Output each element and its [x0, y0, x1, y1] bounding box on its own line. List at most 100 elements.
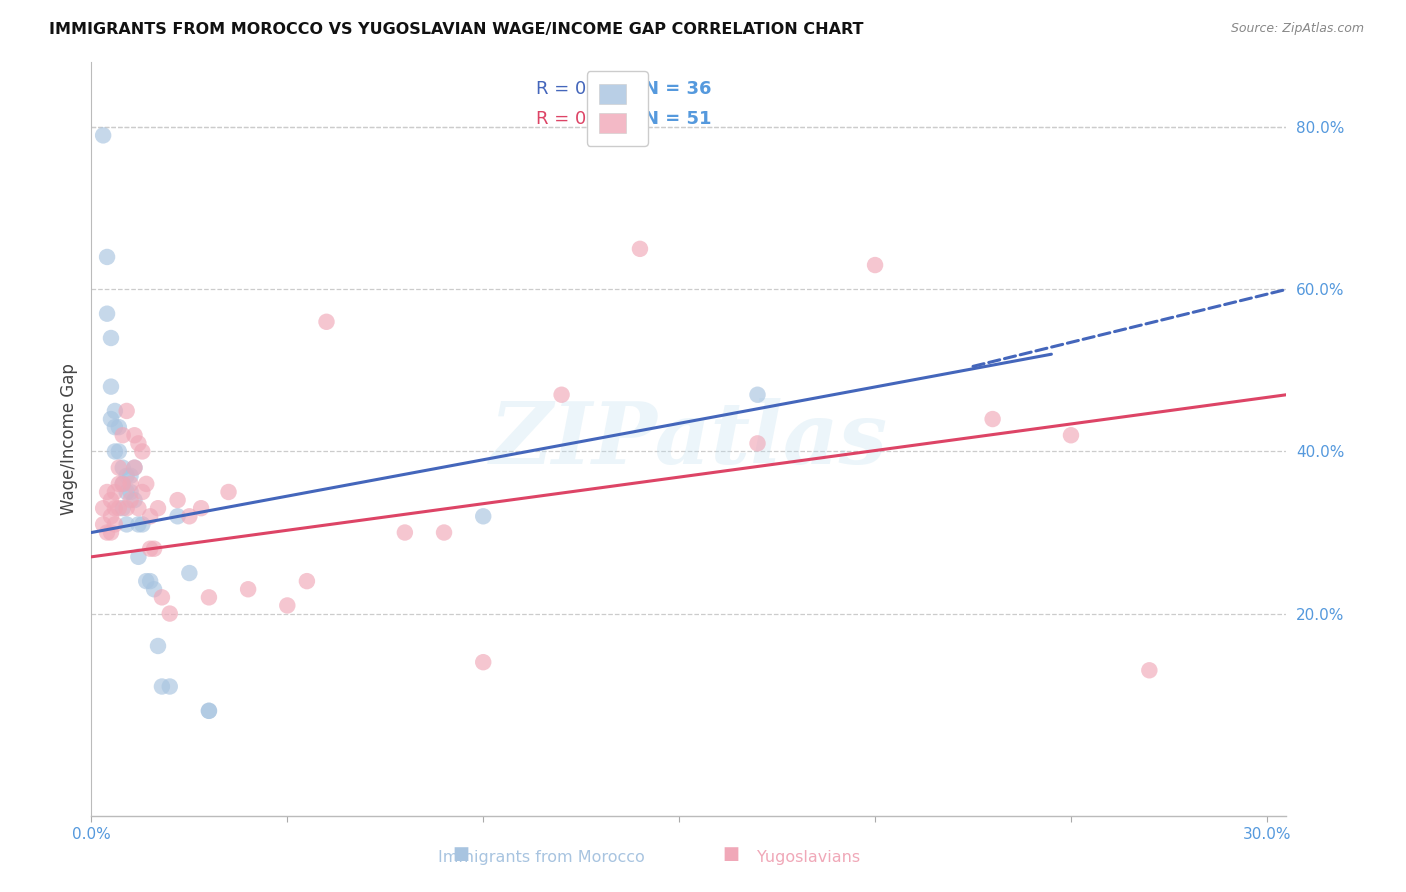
Point: [131, 517, 153, 532]
Point: [115, 404, 138, 418]
Point: [127, 501, 149, 516]
Point: [295, 574, 318, 589]
Point: [100, 379, 122, 393]
Point: [104, 420, 127, 434]
Point: [111, 501, 134, 516]
Point: [135, 574, 157, 589]
Point: [198, 591, 221, 605]
Point: [91, 128, 114, 143]
Point: [104, 501, 127, 516]
Point: [115, 485, 138, 500]
Text: Immigrants from Morocco: Immigrants from Morocco: [437, 850, 645, 865]
Legend: , : ,: [586, 71, 648, 145]
Point: [100, 331, 122, 345]
Point: [236, 582, 259, 597]
Text: R = 0.338: R = 0.338: [536, 110, 626, 128]
Point: [143, 582, 166, 597]
Point: [108, 420, 131, 434]
Text: ■: ■: [723, 845, 740, 863]
Point: [120, 468, 142, 483]
Point: [104, 444, 127, 458]
Point: [127, 517, 149, 532]
Point: [111, 460, 134, 475]
Point: [146, 639, 169, 653]
Point: [394, 525, 416, 540]
Point: [115, 501, 138, 516]
Point: [472, 509, 495, 524]
Point: [120, 485, 142, 500]
Point: [108, 501, 131, 516]
Point: [472, 655, 495, 669]
Point: [104, 485, 127, 500]
Point: [1137, 663, 1160, 677]
Point: [100, 525, 122, 540]
Text: R = 0.237: R = 0.237: [536, 79, 627, 98]
Point: [166, 509, 188, 524]
Point: [127, 549, 149, 564]
Point: [91, 501, 114, 516]
Point: [139, 509, 162, 524]
Point: [179, 566, 201, 580]
Point: [198, 704, 221, 718]
Point: [131, 485, 153, 500]
Point: [1060, 428, 1083, 442]
Point: [96, 307, 118, 321]
Point: [96, 525, 118, 540]
Point: [104, 404, 127, 418]
Point: [108, 444, 131, 458]
Point: [124, 428, 146, 442]
Point: [96, 250, 118, 264]
Point: [433, 525, 456, 540]
Point: [124, 493, 146, 508]
Text: Yugoslavians: Yugoslavians: [756, 850, 860, 865]
Y-axis label: Wage/Income Gap: Wage/Income Gap: [59, 363, 77, 516]
Point: [315, 315, 337, 329]
Point: [96, 485, 118, 500]
Point: [218, 485, 240, 500]
Text: N = 51: N = 51: [644, 110, 711, 128]
Point: [276, 599, 298, 613]
Point: [100, 493, 122, 508]
Text: N = 36: N = 36: [644, 79, 711, 98]
Point: [100, 412, 122, 426]
Point: [863, 258, 886, 272]
Point: [150, 591, 173, 605]
Point: [127, 436, 149, 450]
Point: [628, 242, 651, 256]
Text: IMMIGRANTS FROM MOROCCO VS YUGOSLAVIAN WAGE/INCOME GAP CORRELATION CHART: IMMIGRANTS FROM MOROCCO VS YUGOSLAVIAN W…: [49, 22, 863, 37]
Point: [131, 444, 153, 458]
Point: [108, 460, 131, 475]
Point: [100, 509, 122, 524]
Point: [747, 436, 769, 450]
Point: [108, 476, 131, 491]
Point: [166, 493, 188, 508]
Point: [115, 468, 138, 483]
Point: [981, 412, 1004, 426]
Point: [115, 517, 138, 532]
Point: [146, 501, 169, 516]
Point: [135, 476, 157, 491]
Point: [139, 541, 162, 556]
Point: [139, 574, 162, 589]
Point: [198, 704, 221, 718]
Point: [104, 517, 127, 532]
Point: [159, 680, 181, 694]
Point: [143, 541, 166, 556]
Point: [111, 428, 134, 442]
Point: [120, 476, 142, 491]
Point: [124, 460, 146, 475]
Point: [747, 388, 769, 402]
Text: ZIPatlas: ZIPatlas: [489, 398, 889, 481]
Point: [91, 517, 114, 532]
Text: Source: ZipAtlas.com: Source: ZipAtlas.com: [1230, 22, 1364, 36]
Point: [159, 607, 181, 621]
Text: ■: ■: [453, 845, 470, 863]
Point: [190, 501, 212, 516]
Point: [150, 680, 173, 694]
Point: [550, 388, 572, 402]
Point: [124, 460, 146, 475]
Point: [111, 476, 134, 491]
Point: [120, 493, 142, 508]
Point: [111, 476, 134, 491]
Point: [179, 509, 201, 524]
